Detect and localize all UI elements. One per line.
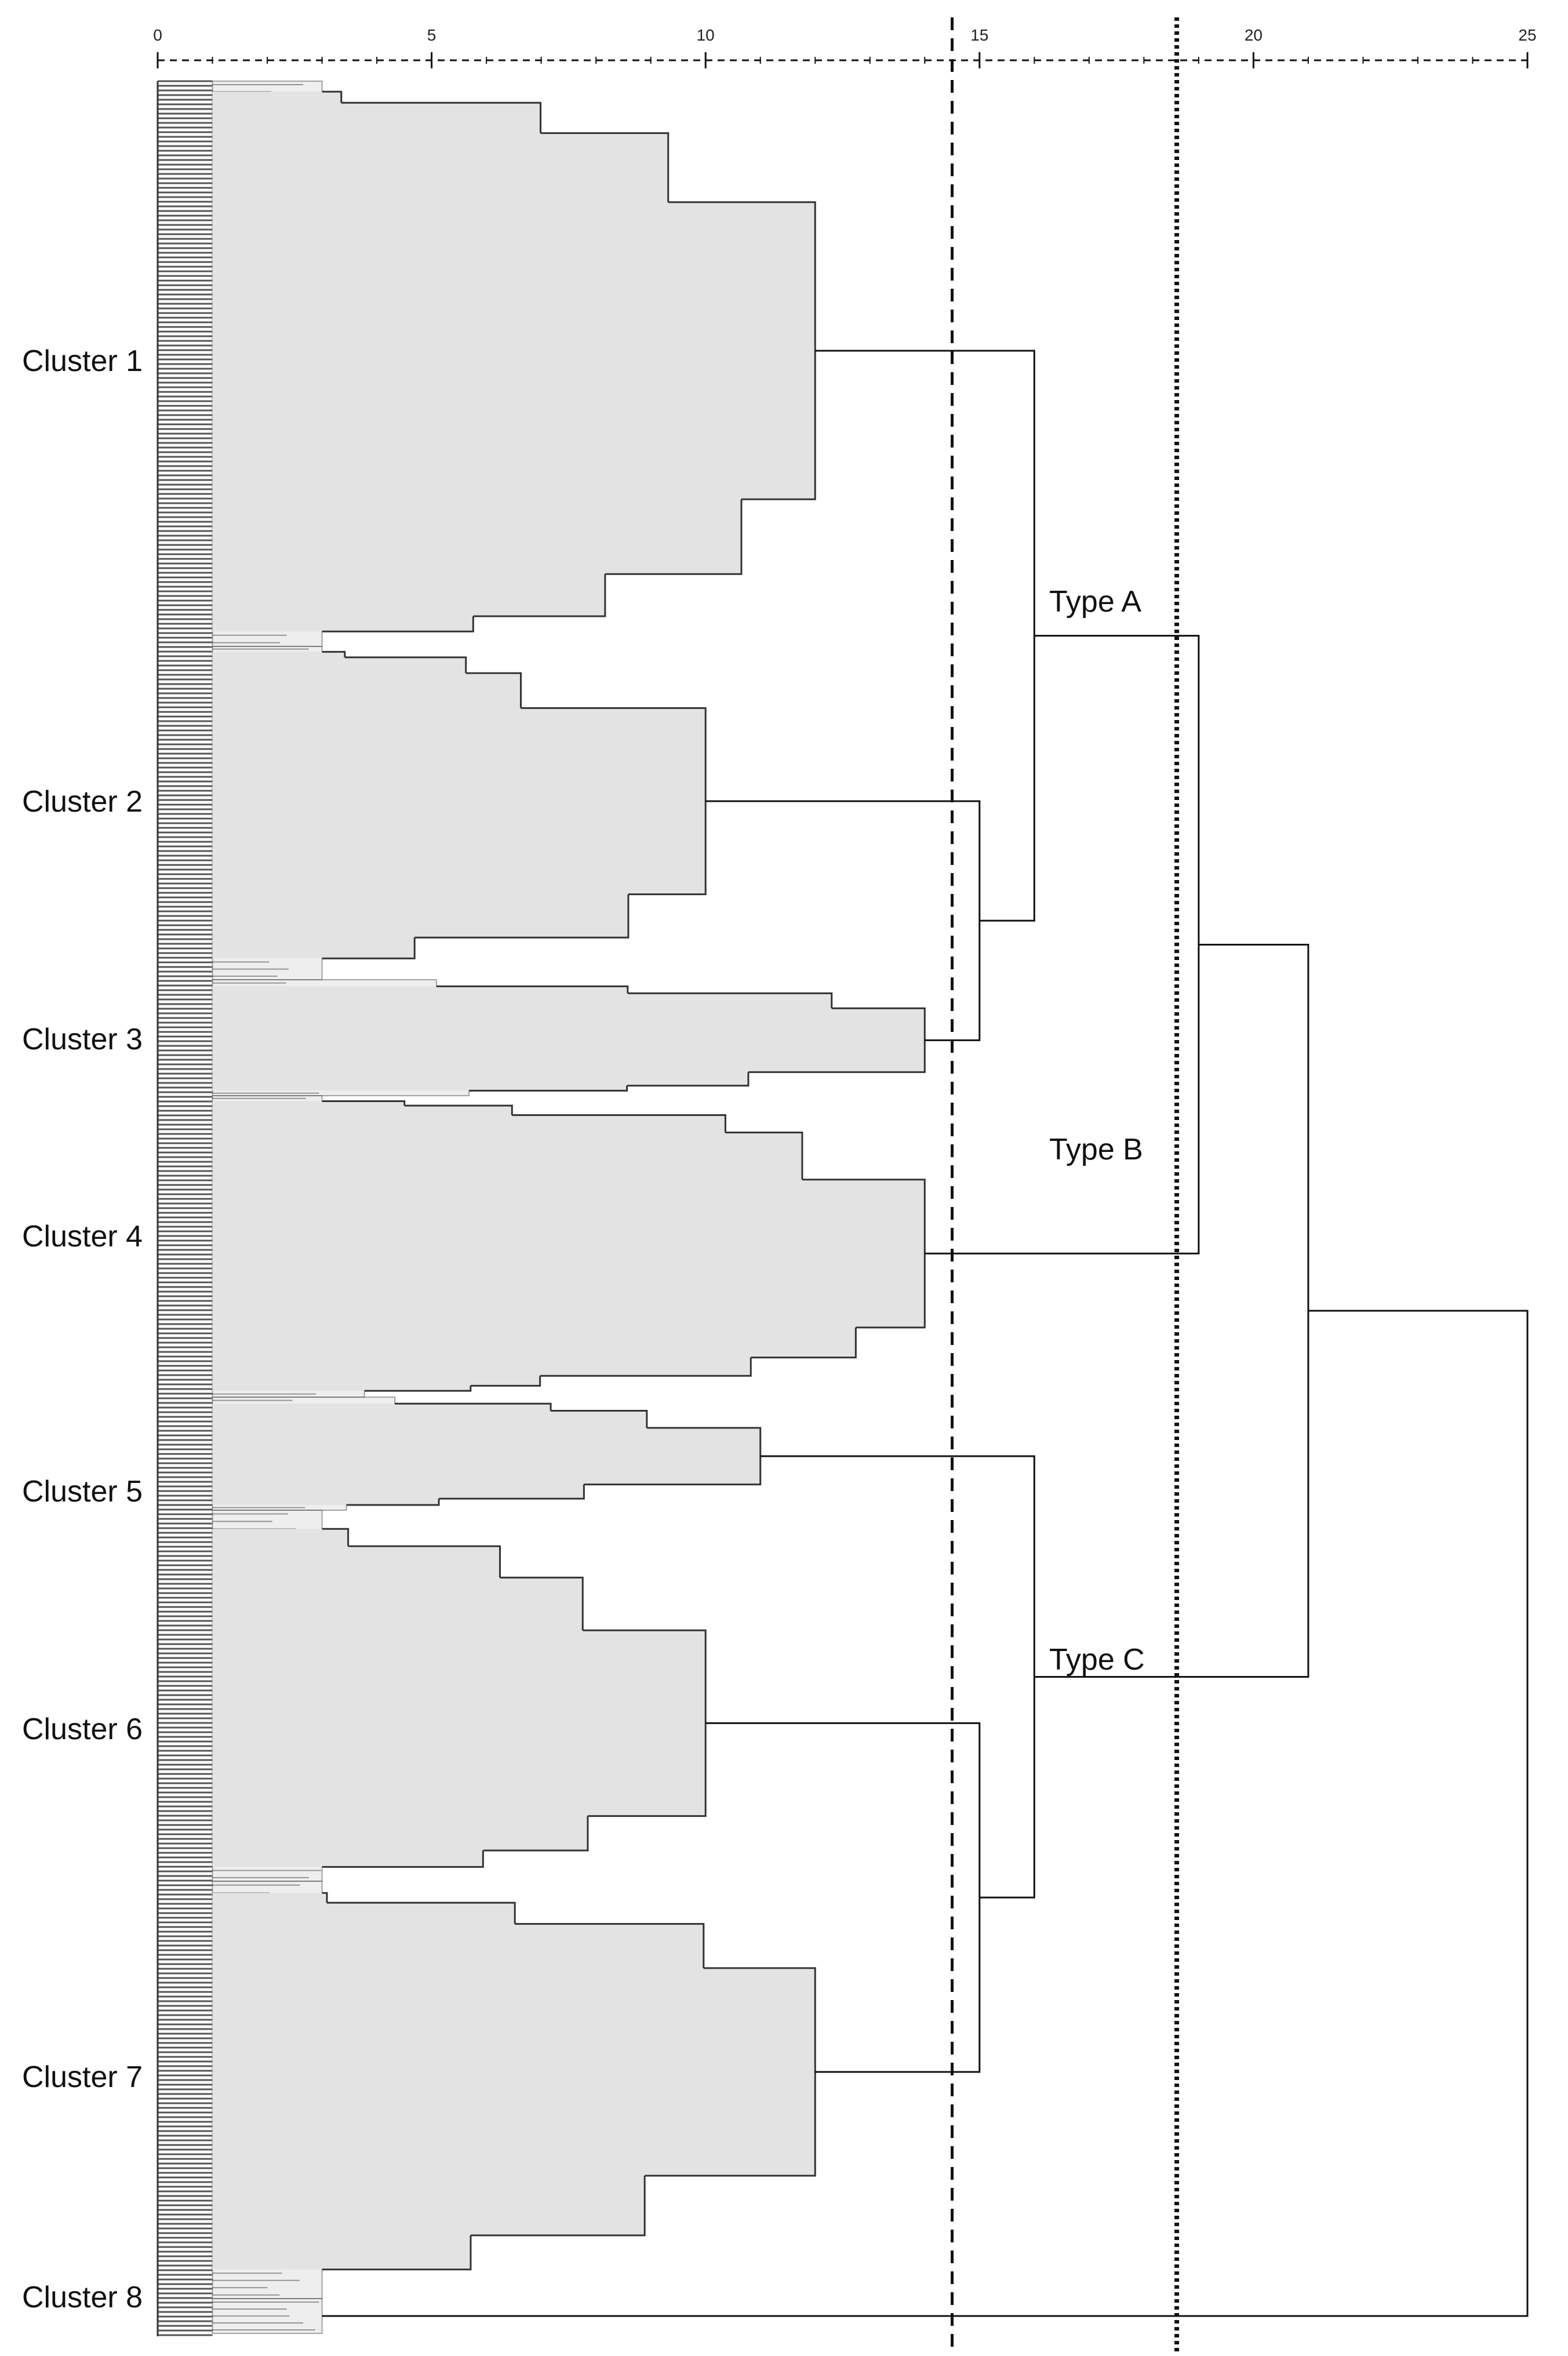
dendrogram-tree bbox=[157, 80, 1529, 2336]
cluster-label: Cluster 6 bbox=[22, 1713, 143, 1746]
cluster-subtree bbox=[212, 646, 707, 981]
type-label: Type C bbox=[1049, 1643, 1145, 1677]
merge-fill bbox=[212, 1008, 925, 1072]
merge-fill bbox=[212, 1968, 816, 2176]
x-tick-label: 5 bbox=[427, 26, 436, 44]
cluster-label: Cluster 1 bbox=[22, 344, 143, 378]
cluster-subtree bbox=[212, 1095, 926, 1398]
type-label: Type A bbox=[1049, 585, 1141, 619]
merge-link bbox=[760, 1455, 1035, 1899]
merge-fill bbox=[212, 1179, 925, 1328]
x-tick-label: 25 bbox=[1518, 26, 1536, 44]
leaf-bracket bbox=[212, 2298, 323, 2334]
x-tick-label: 10 bbox=[697, 26, 715, 44]
type-labels: Type A Type B Type C bbox=[1049, 585, 1145, 1677]
merge-fill bbox=[212, 708, 706, 895]
x-tick-label: 15 bbox=[970, 26, 988, 44]
cluster-label: Cluster 5 bbox=[22, 1475, 143, 1508]
cluster-label: Cluster 4 bbox=[22, 1220, 143, 1253]
cluster-labels: Cluster 1 Cluster 2 Cluster 3 Cluster 4 Clus… bbox=[22, 344, 143, 2314]
merge-fill bbox=[212, 1428, 761, 1485]
cluster-subtree bbox=[212, 979, 926, 1097]
x-axis: 0 5 10 15 20 25 bbox=[153, 26, 1537, 68]
cluster-subtree bbox=[212, 1397, 762, 1511]
merge-link bbox=[815, 350, 1035, 922]
cluster-subtree bbox=[212, 2298, 323, 2334]
cluster-subtree bbox=[212, 81, 816, 648]
cluster-label: Cluster 8 bbox=[22, 2281, 143, 2314]
x-tick-label: 0 bbox=[153, 26, 162, 44]
merge-fill bbox=[212, 1630, 706, 1816]
cluster-subtree bbox=[212, 1881, 816, 2299]
x-tick-label: 20 bbox=[1245, 26, 1263, 44]
type-label: Type B bbox=[1049, 1133, 1143, 1166]
merge-link bbox=[1034, 943, 1309, 1678]
cluster-label: Cluster 2 bbox=[22, 785, 143, 819]
merge-link bbox=[322, 1310, 1529, 2317]
cluster-label: Cluster 3 bbox=[22, 1023, 143, 1056]
merge-fill bbox=[212, 202, 816, 500]
cluster-subtree bbox=[212, 1510, 707, 1882]
cluster-label: Cluster 7 bbox=[22, 2060, 143, 2094]
cutoff-lines bbox=[951, 17, 1180, 2354]
